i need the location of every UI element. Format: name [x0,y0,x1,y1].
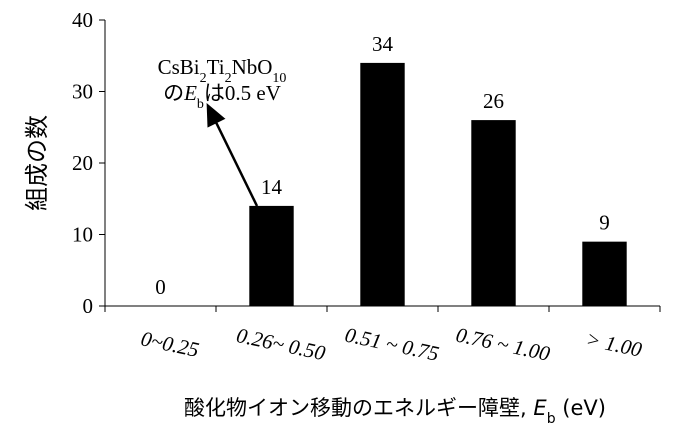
text-segment: E [533,396,547,420]
x-tick-label: 0.76 ~ 1.00 [454,323,553,366]
text-segment: 10 [272,71,286,86]
y-tick-label: 40 [72,8,93,32]
annotation: CsBi2Ti2NbO10 [158,55,287,86]
text-segment: CsBi [158,55,200,79]
x-tick-label: > 1.00 [584,327,644,362]
x-tick-label: 0.26~ 0.50 [234,323,328,365]
text-segment: NbO [232,55,273,79]
text-segment: 2 [225,71,232,86]
y-tick-label: 30 [72,80,93,104]
text-segment: b [197,97,204,112]
bar [360,62,405,307]
text-segment: の [163,81,184,105]
value-label: 0 [155,275,166,299]
text-segment: Ti [207,55,225,79]
bar [471,120,516,306]
x-axis-label: 酸化物イオン移動のエネルギー障壁, Eb (eV) [184,396,606,427]
x-tick-label: 0~0.25 [139,326,201,362]
annotation: のEbは0.5 eV [163,81,281,112]
value-label: 26 [483,89,504,113]
text-segment: 酸化物イオン移動のエネルギー障壁, [184,396,533,420]
value-label: 34 [372,32,394,56]
value-label: 9 [599,211,610,235]
bar [249,205,294,306]
y-axis-label: 組成の数 [23,115,51,211]
value-label: 14 [261,175,283,199]
text-segment: (eV) [556,396,606,420]
text-segment: E [183,81,197,105]
text-segment: は0.5 eV [204,81,281,105]
text-segment: 2 [200,71,207,86]
y-tick-label: 10 [72,223,93,247]
text-segment: b [547,411,556,427]
annotation-arrow [206,103,259,207]
y-tick-label: 20 [72,151,93,175]
x-tick-label: 0.51 ~ 0.75 [343,323,441,366]
bar [582,241,627,306]
y-tick-label: 0 [83,294,94,318]
